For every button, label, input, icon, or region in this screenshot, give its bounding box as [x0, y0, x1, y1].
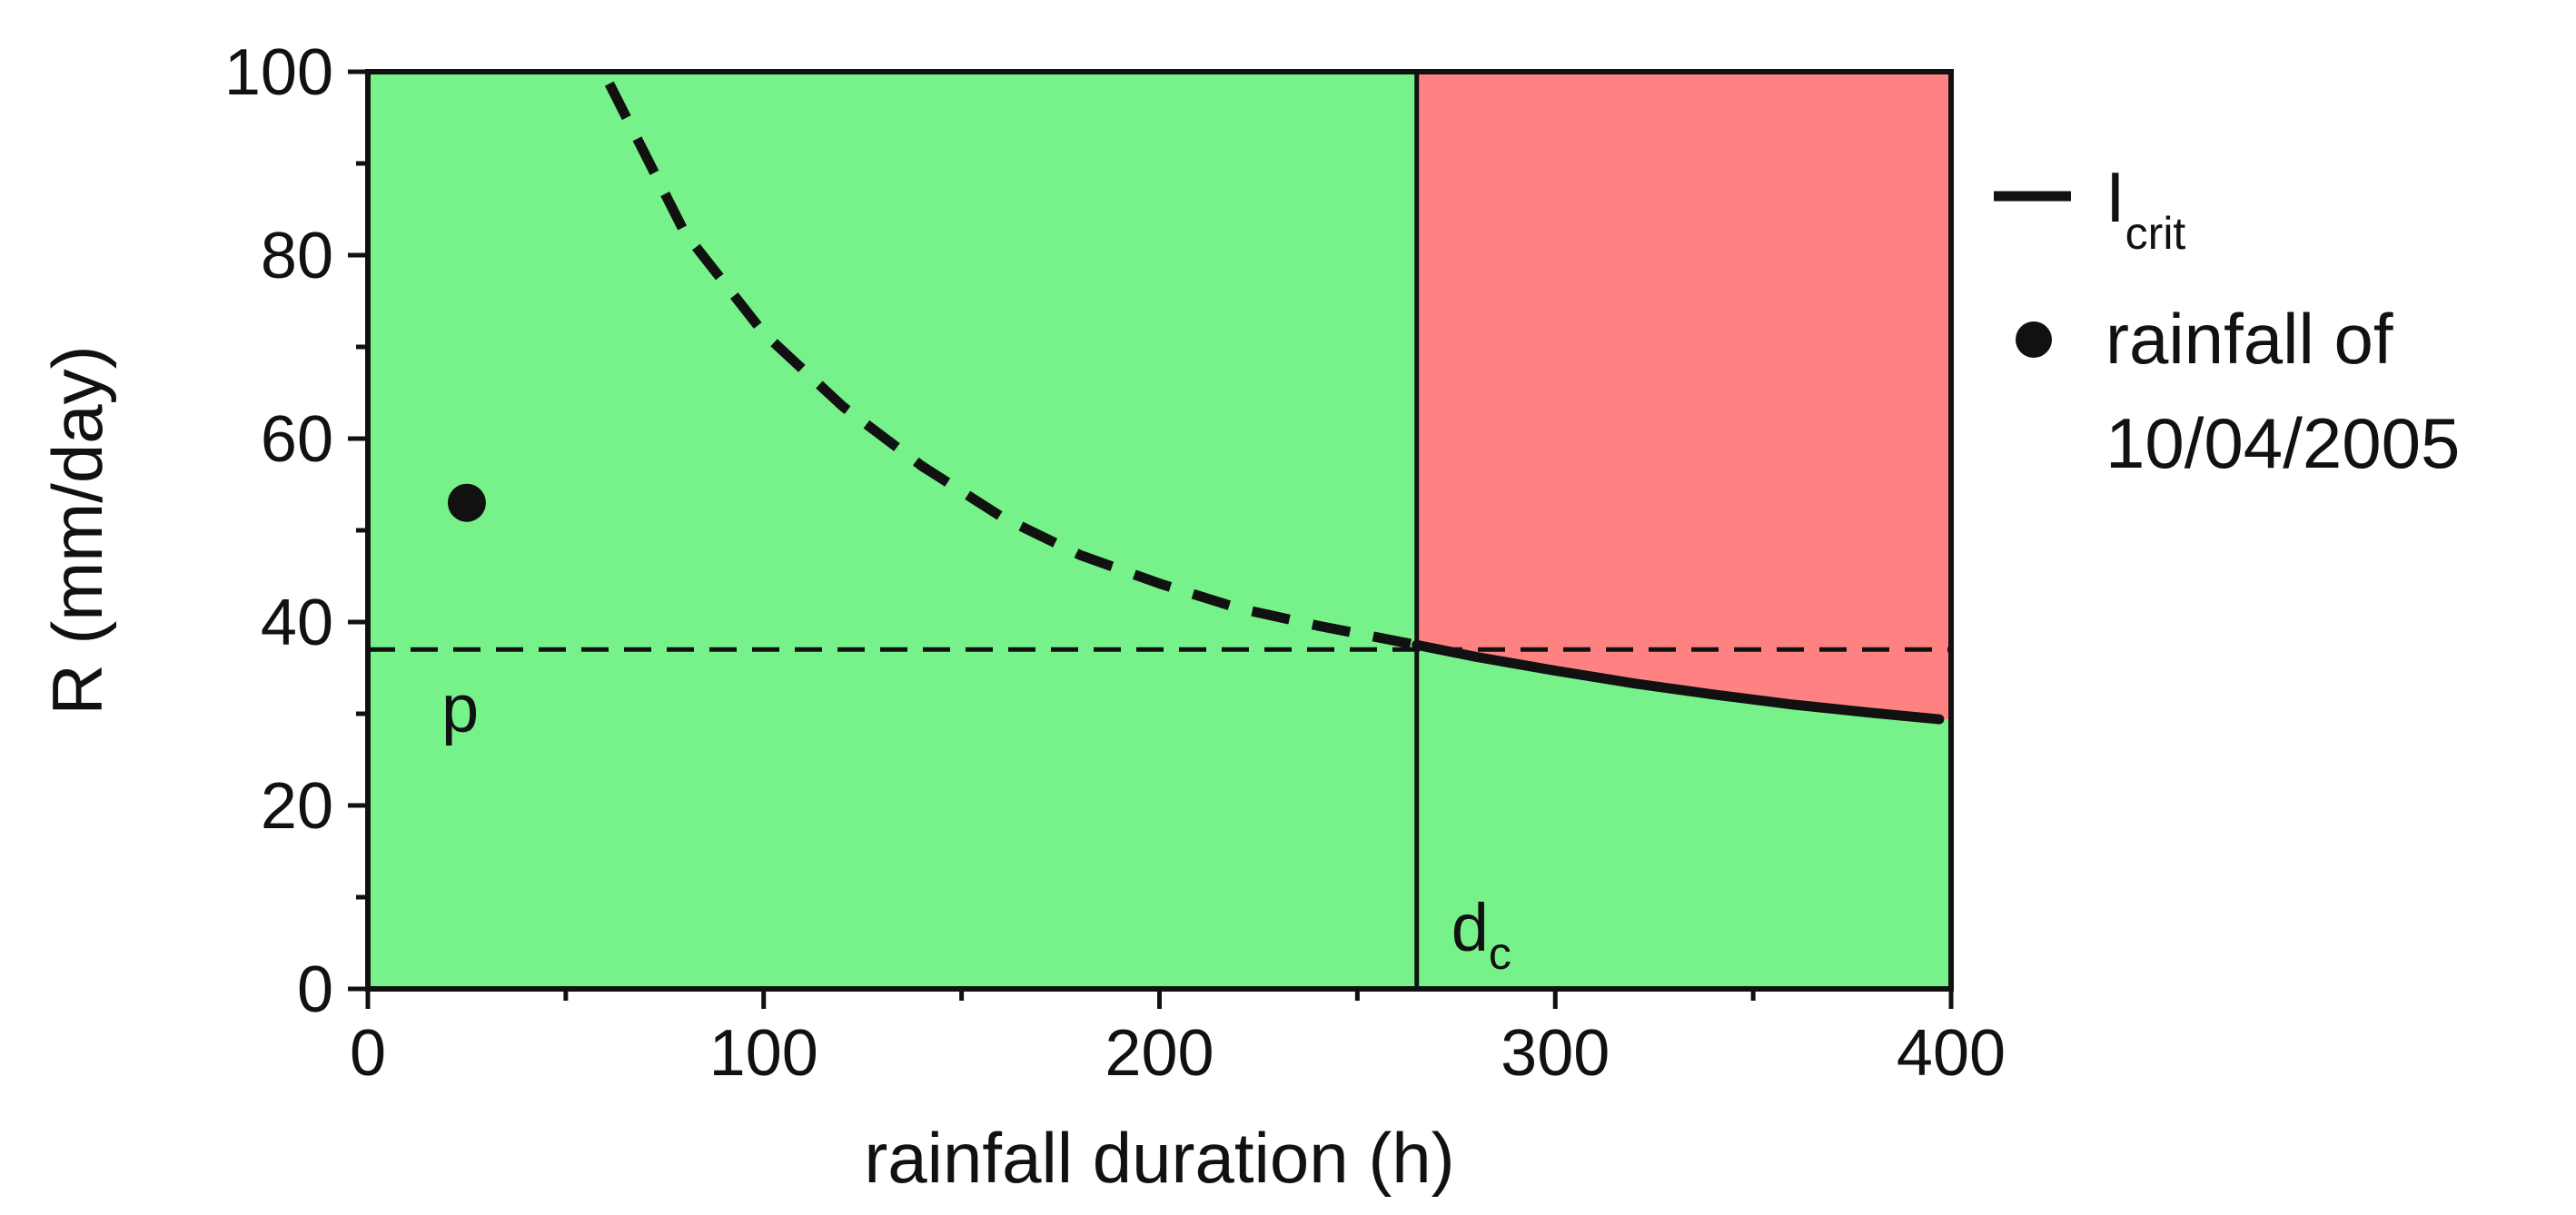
threshold-p-label: p: [441, 670, 479, 746]
legend-icrit-label: Icrit: [2105, 157, 2185, 259]
y-tick-label: 80: [261, 220, 333, 292]
critical-duration-label-sub: c: [1489, 928, 1511, 979]
y-tick-label: 20: [261, 770, 333, 843]
x-tick-label: 0: [350, 1017, 386, 1090]
y-tick-label: 0: [297, 953, 333, 1026]
x-axis-ticks: 0 100 200 300 400: [350, 989, 2006, 1090]
unsafe-region: [1416, 72, 1951, 720]
icrit-dashed-curve: [604, 81, 1418, 650]
critical-duration-label-main: d: [1451, 890, 1489, 965]
icrit-solid-curve: [1412, 639, 1945, 725]
x-tick-label: 100: [709, 1017, 818, 1090]
y-axis-ticks: 0 20 40 60 80 100: [224, 36, 368, 1026]
critical-duration-label: dc: [1451, 890, 1511, 979]
x-tick-label: 200: [1105, 1017, 1214, 1090]
y-tick-label: 40: [261, 587, 333, 659]
y-tick-label: 100: [224, 36, 333, 109]
legend-icrit-main: I: [2105, 157, 2125, 237]
x-tick-label: 400: [1897, 1017, 2006, 1090]
legend: Icrit rainfall of 10/04/2005: [1994, 157, 2460, 483]
legend-icrit-sub: crit: [2125, 208, 2186, 259]
x-tick-label: 300: [1501, 1017, 1610, 1090]
legend-point-swatch: [2016, 321, 2052, 358]
legend-point-label-line1: rainfall of: [2105, 299, 2393, 379]
legend-point-label-line2: 10/04/2005: [2105, 403, 2460, 483]
y-axis-title: R (mm/day): [37, 345, 117, 715]
rainfall-data-point: [447, 483, 486, 522]
y-tick-label: 60: [261, 403, 333, 476]
x-axis-title: rainfall duration (h): [864, 1118, 1454, 1198]
